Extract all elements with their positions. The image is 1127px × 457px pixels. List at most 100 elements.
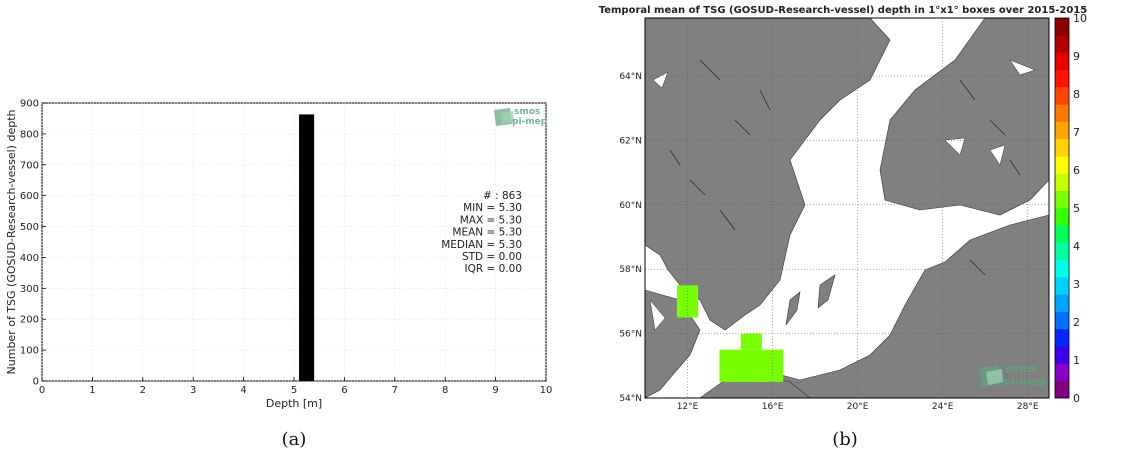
data-cell xyxy=(740,333,762,350)
latitude-tick-label: 58°N xyxy=(619,265,642,275)
latitude-tick-label: 62°N xyxy=(619,136,642,146)
colorbar-tick-label: 1 xyxy=(1073,354,1080,367)
coastline-details xyxy=(669,59,1021,276)
x-tick-label: 9 xyxy=(492,385,498,396)
colorbar-tick-label: 3 xyxy=(1073,278,1080,291)
lake xyxy=(944,137,966,156)
y-tick-label: 800 xyxy=(20,129,39,140)
map-panel: Temporal mean of TSG (GOSUD-Research-ves… xyxy=(599,5,1088,450)
colorbar-segment xyxy=(1055,225,1069,243)
colorbar-segment xyxy=(1055,242,1069,261)
x-tick-label: 3 xyxy=(190,385,196,396)
colorbar-tick-label: 2 xyxy=(1073,316,1080,329)
statistic-line: IQR = 0.00 xyxy=(464,263,522,275)
land-scandinavia xyxy=(645,18,891,331)
map-title: Temporal mean of TSG (GOSUD-Research-ves… xyxy=(599,5,1088,16)
fjord-line xyxy=(689,179,706,196)
pimep-logo-text: pi-mep xyxy=(1003,375,1046,388)
histogram-x-axis-label: Depth [m] xyxy=(266,397,322,410)
y-tick-label: 500 xyxy=(20,222,39,233)
colorbar xyxy=(1054,17,1070,399)
fjord-line xyxy=(759,89,771,111)
latitude-tick-label: 64°N xyxy=(619,72,642,82)
colorbar-segment xyxy=(1055,52,1069,71)
colorbar-segment xyxy=(1055,156,1069,174)
colorbar-segment xyxy=(1055,69,1069,88)
x-tick-label: 8 xyxy=(442,385,448,396)
fjord-line xyxy=(969,259,986,276)
colorbar-tick-label: 4 xyxy=(1073,240,1080,253)
smos-logo-mark-inner xyxy=(500,111,514,124)
fjord-line xyxy=(734,119,751,136)
smos-logo-a: smos pi-mep xyxy=(494,107,548,127)
colorbar-tick-label: 7 xyxy=(1073,126,1080,139)
y-tick-label: 600 xyxy=(20,191,39,202)
data-cell xyxy=(761,349,784,382)
fjord-line xyxy=(989,119,1006,136)
map-frame xyxy=(644,17,1050,399)
colorbar-segment xyxy=(1055,173,1069,192)
colorbar-segment xyxy=(1055,363,1069,382)
caption-a: (a) xyxy=(282,429,307,450)
data-cell xyxy=(719,349,762,382)
colorbar-segment xyxy=(1055,121,1069,140)
y-tick-label: 400 xyxy=(20,253,39,264)
histogram-bar xyxy=(299,114,315,381)
colorbar-segment xyxy=(1055,190,1069,209)
colorbar-segment xyxy=(1055,294,1069,312)
fjord-line xyxy=(959,79,976,101)
colorbar-tick-label: 8 xyxy=(1073,88,1080,101)
lake xyxy=(649,299,666,331)
pimep-logo-text: pi-mep xyxy=(512,117,548,127)
histogram-y-axis-label: Number of TSG (GOSUD-Research-vessel) de… xyxy=(5,109,18,374)
statistic-line: MAX = 5.30 xyxy=(460,214,522,226)
map-latitude-ticks: 54°N 56°N 58°N 60°N 62°N 64°N xyxy=(619,72,642,404)
fjord-line xyxy=(699,59,721,81)
colorbar-tick-label: 9 xyxy=(1073,50,1080,63)
colorbar-segment xyxy=(1055,104,1069,122)
caption-b: (b) xyxy=(832,429,858,450)
x-tick-label: 10 xyxy=(540,385,553,396)
x-tick-label: 0 xyxy=(39,385,45,396)
x-tick-label: 4 xyxy=(240,385,246,396)
colorbar-segment xyxy=(1055,277,1069,295)
colorbar-segment xyxy=(1055,18,1069,36)
histogram-panel: 0 1 2 3 4 5 6 7 8 9 10 0 100 200 300 400 500 600 700 800 90… xyxy=(5,99,552,451)
statistic-line: # : 863 xyxy=(483,190,522,202)
y-tick-label: 300 xyxy=(20,284,39,295)
colorbar-tick-label: 6 xyxy=(1073,164,1080,177)
statistic-line: MEDIAN = 5.30 xyxy=(441,239,522,251)
x-tick-label: 1 xyxy=(89,385,95,396)
map-content xyxy=(645,18,1049,398)
statistic-line: STD = 0.00 xyxy=(462,251,522,263)
y-tick-label: 100 xyxy=(20,346,39,357)
fjord-line xyxy=(719,209,736,231)
lake xyxy=(989,144,1006,166)
statistic-line: MEAN = 5.30 xyxy=(452,227,522,239)
longitude-tick-label: 24°E xyxy=(932,402,954,412)
x-tick-label: 7 xyxy=(392,385,398,396)
x-tick-label: 2 xyxy=(140,385,146,396)
colorbar-frame xyxy=(1054,17,1070,399)
data-cells xyxy=(676,285,784,382)
latitude-tick-label: 60°N xyxy=(619,201,642,211)
fjord-line xyxy=(669,149,681,166)
colorbar-tick-label: 0 xyxy=(1073,392,1080,405)
colorbar-segment xyxy=(1055,208,1069,226)
x-tick-label: 5 xyxy=(291,385,297,396)
y-tick-label: 200 xyxy=(20,315,39,326)
colorbar-segment xyxy=(1055,346,1069,364)
map-graticule xyxy=(645,18,1049,398)
latitude-tick-label: 54°N xyxy=(619,394,642,404)
histogram-x-ticks: 0 1 2 3 4 5 6 7 8 9 10 xyxy=(39,377,553,396)
map-longitude-ticks: 12°E 16°E 20°E 24°E 28°E xyxy=(677,402,1039,412)
colorbar-segment xyxy=(1055,259,1069,278)
colorbar-segment xyxy=(1055,328,1069,347)
fjord-line xyxy=(1009,159,1021,176)
y-tick-label: 700 xyxy=(20,160,39,171)
colorbar-tick-label: 10 xyxy=(1073,12,1087,25)
colorbar-segment xyxy=(1055,87,1069,105)
smos-logo-text: smos xyxy=(1005,362,1038,375)
